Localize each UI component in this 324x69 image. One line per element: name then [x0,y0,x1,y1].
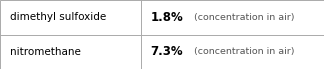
Text: (concentration in air): (concentration in air) [188,13,295,22]
Text: (concentration in air): (concentration in air) [188,47,295,56]
Text: nitromethane: nitromethane [10,47,81,57]
Text: dimethyl sulfoxide: dimethyl sulfoxide [10,12,106,22]
Text: 1.8%: 1.8% [151,11,183,24]
Text: 7.3%: 7.3% [151,45,183,58]
